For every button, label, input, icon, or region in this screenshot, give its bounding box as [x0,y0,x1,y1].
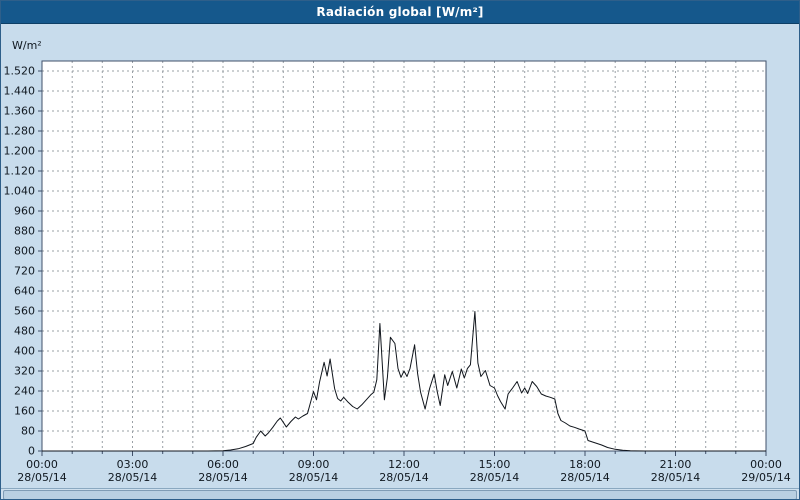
svg-text:29/05/14: 29/05/14 [741,471,790,484]
svg-text:1.120: 1.120 [4,165,35,178]
svg-text:18:00: 18:00 [569,458,601,471]
svg-text:28/05/14: 28/05/14 [470,471,519,484]
svg-text:06:00: 06:00 [207,458,239,471]
svg-text:400: 400 [14,345,35,358]
horizontal-scrollbar[interactable] [1,488,799,499]
svg-text:28/05/14: 28/05/14 [560,471,609,484]
chart-area: 0 80 160 240 320 400 480 560 640 720 800 880 960 1.04… [1,24,799,488]
svg-text:0: 0 [28,445,35,458]
chart-title: Radiación global [W/m²] [316,5,484,19]
svg-text:160: 160 [14,405,35,418]
svg-text:1.520: 1.520 [4,65,35,78]
svg-text:880: 880 [14,225,35,238]
svg-text:12:00: 12:00 [388,458,420,471]
radiation-line-chart: 0 80 160 240 320 400 480 560 640 720 800 880 960 1.04… [4,27,798,485]
svg-text:28/05/14: 28/05/14 [17,471,66,484]
svg-text:960: 960 [14,205,35,218]
svg-text:21:00: 21:00 [660,458,692,471]
svg-text:320: 320 [14,365,35,378]
svg-text:03:00: 03:00 [117,458,149,471]
svg-text:W/m²: W/m² [12,39,42,52]
svg-text:80: 80 [21,425,35,438]
svg-text:240: 240 [14,385,35,398]
svg-text:800: 800 [14,245,35,258]
svg-text:28/05/14: 28/05/14 [289,471,338,484]
svg-text:640: 640 [14,285,35,298]
svg-text:480: 480 [14,325,35,338]
svg-text:560: 560 [14,305,35,318]
svg-text:720: 720 [14,265,35,278]
svg-text:1.440: 1.440 [4,85,35,98]
title-bar: Radiación global [W/m²] [1,1,799,24]
svg-text:28/05/14: 28/05/14 [198,471,247,484]
svg-text:15:00: 15:00 [479,458,511,471]
svg-text:28/05/14: 28/05/14 [108,471,157,484]
scrollbar-thumb[interactable] [3,490,797,499]
svg-text:28/05/14: 28/05/14 [651,471,700,484]
svg-text:1.040: 1.040 [4,185,35,198]
svg-text:00:00: 00:00 [26,458,58,471]
svg-text:00:00: 00:00 [750,458,782,471]
svg-text:1.360: 1.360 [4,105,35,118]
svg-text:09:00: 09:00 [298,458,330,471]
svg-text:1.200: 1.200 [4,145,35,158]
svg-text:28/05/14: 28/05/14 [379,471,428,484]
svg-text:1.280: 1.280 [4,125,35,138]
